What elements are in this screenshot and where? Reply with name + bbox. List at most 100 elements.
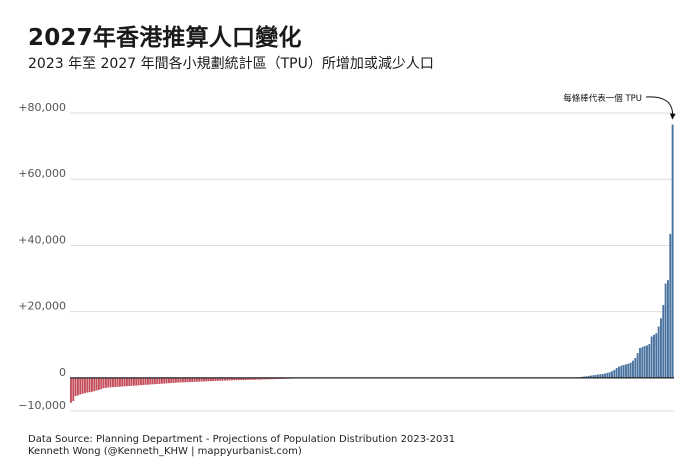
bar bbox=[249, 377, 252, 380]
bar bbox=[650, 336, 653, 378]
bars bbox=[70, 124, 674, 403]
bar bbox=[272, 377, 275, 380]
bar bbox=[223, 377, 226, 381]
bar bbox=[207, 377, 210, 382]
y-tick-label: +40,000 bbox=[18, 233, 66, 246]
bar bbox=[205, 377, 208, 382]
bar bbox=[622, 364, 625, 378]
bar bbox=[88, 377, 91, 393]
bar bbox=[636, 353, 639, 378]
bar bbox=[121, 377, 124, 387]
bar bbox=[135, 377, 138, 386]
bar bbox=[590, 375, 592, 378]
bar bbox=[625, 364, 627, 378]
bar bbox=[81, 377, 84, 394]
bar bbox=[165, 377, 168, 384]
source-note: Data Source: Planning Department - Proje… bbox=[28, 434, 456, 445]
bar bbox=[151, 377, 154, 385]
bar bbox=[104, 377, 107, 388]
bar bbox=[230, 377, 233, 381]
bar bbox=[671, 124, 674, 378]
bar bbox=[263, 377, 266, 380]
y-axis-ticks: −10,000 0 +20,000 +40,000 +60,000 +80,000 bbox=[18, 101, 66, 412]
bar bbox=[139, 377, 142, 386]
bar bbox=[228, 377, 231, 381]
bar bbox=[97, 377, 100, 390]
gridlines bbox=[70, 112, 674, 412]
bar bbox=[160, 377, 163, 384]
bar bbox=[79, 377, 82, 395]
bar bbox=[643, 346, 646, 378]
chart-subtitle: 2023 年至 2027 年間各小規劃統計區（TPU）所增加或減少人口 bbox=[28, 56, 434, 72]
bar bbox=[226, 377, 229, 381]
bar bbox=[144, 377, 147, 385]
bar bbox=[191, 377, 194, 382]
bar bbox=[114, 377, 117, 387]
y-tick-label: −10,000 bbox=[18, 399, 66, 412]
bar bbox=[128, 377, 131, 386]
bar bbox=[95, 377, 98, 391]
bar bbox=[118, 377, 121, 387]
bar bbox=[167, 377, 170, 384]
bar bbox=[212, 377, 215, 382]
bar bbox=[86, 377, 89, 393]
bar bbox=[102, 377, 105, 389]
bar bbox=[235, 377, 238, 381]
bar bbox=[237, 377, 240, 381]
bar bbox=[149, 377, 152, 385]
bar bbox=[221, 377, 224, 381]
bar bbox=[664, 283, 667, 378]
bar bbox=[608, 372, 611, 378]
bar bbox=[170, 377, 173, 384]
bar bbox=[130, 377, 133, 386]
bar bbox=[163, 377, 166, 384]
bar bbox=[116, 377, 119, 387]
bar bbox=[655, 333, 658, 378]
bar bbox=[618, 366, 620, 378]
bar bbox=[667, 280, 669, 378]
bar bbox=[615, 367, 618, 378]
bar bbox=[268, 377, 271, 380]
bar bbox=[597, 374, 599, 378]
bar bbox=[109, 377, 112, 388]
bar bbox=[606, 372, 609, 378]
bar bbox=[639, 348, 641, 378]
bar bbox=[587, 375, 590, 378]
bar bbox=[261, 377, 264, 380]
bar bbox=[198, 377, 201, 382]
annotation-label: 每條棒代表一個 TPU bbox=[563, 93, 642, 104]
bar bbox=[599, 374, 602, 378]
bar bbox=[585, 376, 588, 378]
bar bbox=[74, 377, 77, 397]
bar bbox=[627, 363, 630, 378]
bar bbox=[601, 373, 604, 378]
bar bbox=[93, 377, 96, 392]
bar bbox=[179, 377, 182, 383]
bar bbox=[174, 377, 177, 383]
bar bbox=[620, 365, 623, 378]
bar bbox=[125, 377, 128, 387]
y-tick-label: +80,000 bbox=[18, 101, 66, 114]
bar bbox=[195, 377, 198, 382]
bar bbox=[592, 375, 595, 378]
bar bbox=[604, 373, 606, 378]
bar bbox=[662, 305, 665, 378]
credit-note: Kenneth Wong (@Kenneth_KHW | mappyurbani… bbox=[28, 446, 302, 457]
bar bbox=[648, 344, 651, 378]
bar bbox=[653, 334, 655, 378]
y-tick-label: 0 bbox=[59, 366, 66, 379]
bar bbox=[629, 362, 632, 378]
bar bbox=[184, 377, 187, 383]
bar bbox=[632, 360, 634, 378]
bar bbox=[583, 376, 585, 378]
y-tick-label: +20,000 bbox=[18, 300, 66, 313]
bar bbox=[177, 377, 180, 383]
bar bbox=[137, 377, 140, 386]
bar bbox=[270, 377, 273, 380]
bar bbox=[251, 377, 254, 380]
bar bbox=[186, 377, 189, 383]
bar bbox=[216, 377, 219, 381]
chart-title: 2027年香港推算人口變化 bbox=[28, 25, 302, 51]
bar bbox=[265, 377, 268, 380]
